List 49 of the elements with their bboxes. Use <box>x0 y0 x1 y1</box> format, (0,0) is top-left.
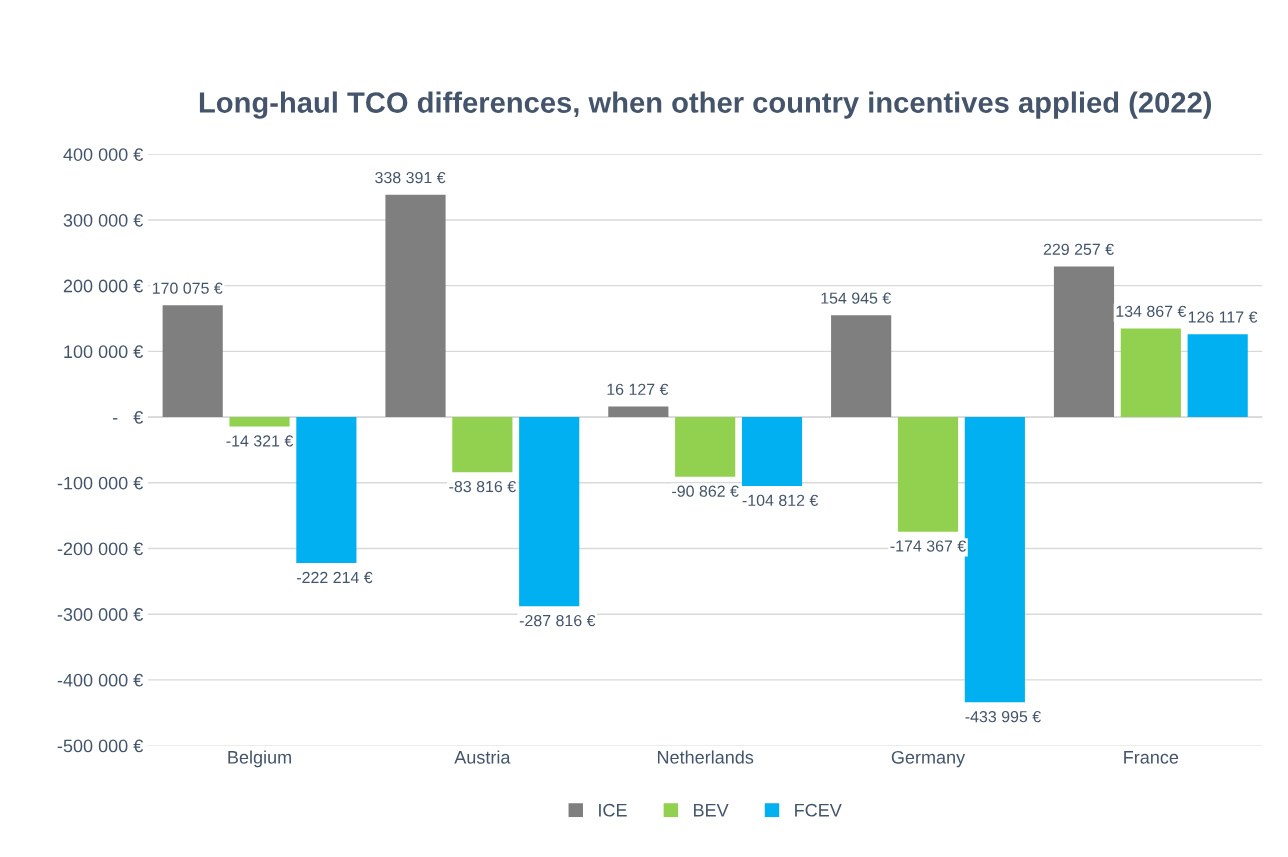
y-tick-label: -200 000 € <box>57 542 144 556</box>
data-label: -90 862 € <box>672 485 739 497</box>
bar <box>296 417 357 564</box>
y-tick-label: 300 000 € <box>63 213 144 227</box>
bar <box>831 315 892 418</box>
data-label: 154 945 € <box>821 292 892 304</box>
bar <box>675 417 736 477</box>
data-label: -14 321 € <box>226 435 294 447</box>
y-tick-label: 200 000 € <box>63 279 144 293</box>
data-label: -174 367 € <box>890 540 966 552</box>
legend-label: BEV <box>694 803 729 817</box>
data-label: 229 257 € <box>1043 243 1114 255</box>
y-tick-label: -100 000 € <box>57 476 144 490</box>
bar <box>608 406 669 418</box>
legend-label: FCEV <box>795 803 842 817</box>
y-tick-label: 400 000 € <box>63 148 144 161</box>
x-tick-label: Austria <box>454 750 511 764</box>
x-tick-label: Netherlands <box>657 750 754 764</box>
data-label: -104 812 € <box>742 494 819 506</box>
bar <box>452 417 513 473</box>
x-tick-label: Germany <box>891 750 966 768</box>
bar <box>964 417 1025 703</box>
data-label: -433 995 € <box>965 710 1041 723</box>
data-label: -222 214 € <box>297 571 373 584</box>
y-tick-label: -300 000 € <box>57 608 144 621</box>
bar <box>1120 328 1181 418</box>
bar <box>897 417 959 532</box>
y-tick-label: -400 000 € <box>57 673 144 687</box>
chart-title: Long-haul TCO differences, when other country incentives applied (2022) <box>199 91 1212 119</box>
data-label: -83 816 € <box>449 480 516 493</box>
data-label: 170 075 € <box>152 282 223 294</box>
x-tick-label: France <box>1124 751 1179 764</box>
data-label: 338 391 € <box>375 171 446 184</box>
bar <box>385 194 446 418</box>
bar <box>741 417 803 486</box>
bar <box>1187 334 1248 418</box>
data-label: -287 816 € <box>519 614 596 627</box>
data-label: 134 867 € <box>1116 305 1187 317</box>
bar <box>162 305 223 418</box>
y-tick-label: 100 000 € <box>64 345 144 359</box>
x-tick-label: Belgium <box>228 750 291 768</box>
legend-label: ICE <box>599 803 627 817</box>
bar <box>519 417 580 607</box>
data-label: 16 127 € <box>607 383 669 395</box>
y-tick-label: -500 000 € <box>57 739 144 753</box>
data-label: 126 117 € <box>1188 311 1258 323</box>
bar <box>229 417 290 427</box>
y-tick-label: - € <box>112 411 144 424</box>
bar <box>1053 266 1115 418</box>
